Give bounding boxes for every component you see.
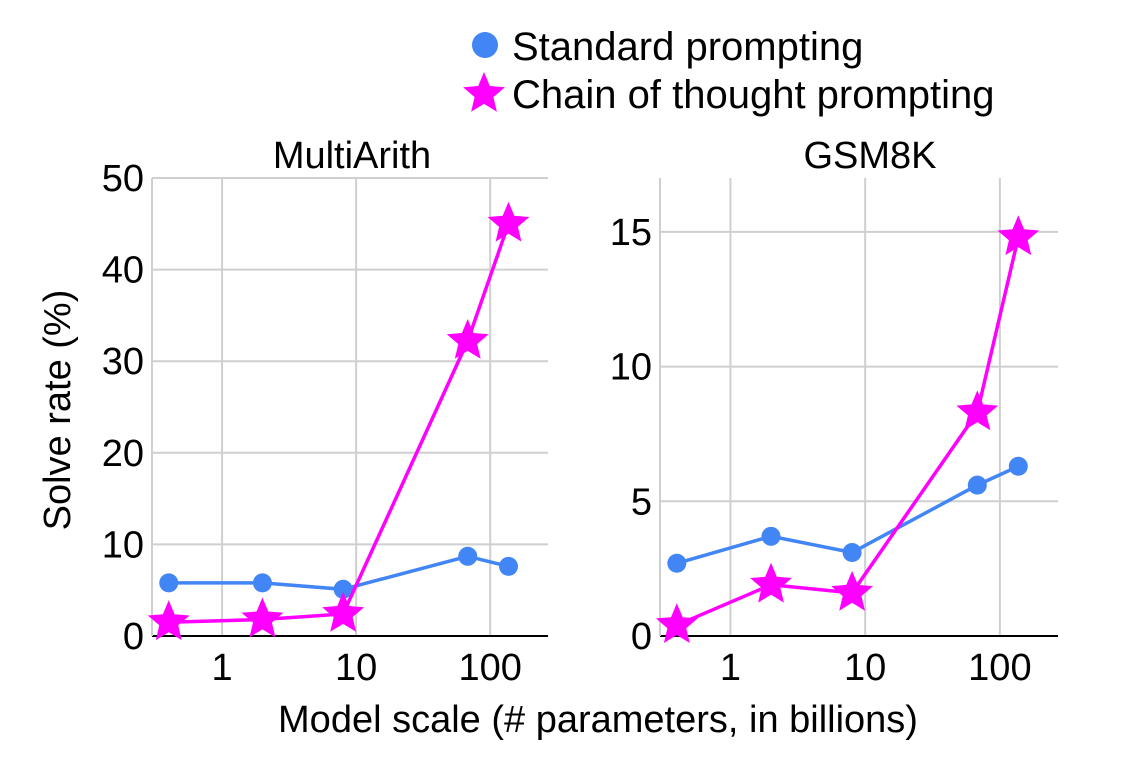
panel-multiarith: 1 10 100 0 10 20 30 40 50 MultiArith: [102, 135, 548, 689]
data-point-standard: [667, 553, 687, 573]
panel-title: GSM8K: [803, 135, 936, 177]
data-point-cot: [750, 562, 792, 603]
data-point-cot: [831, 570, 873, 611]
data-point-standard: [333, 579, 353, 599]
y-tick-label: 15: [610, 212, 652, 254]
data-point-cot: [322, 592, 365, 632]
legend-label-cot: Chain of thought prompting: [512, 73, 995, 117]
data-point-standard: [159, 573, 179, 593]
data-point-cot: [241, 597, 284, 638]
panel-gsm8k: 1 10 100 0 5 10 15 GSM8K: [610, 135, 1058, 689]
legend-label-standard: Standard prompting: [512, 25, 863, 69]
y-tick-label: 50: [102, 158, 144, 200]
y-tick-label: 10: [102, 524, 144, 566]
data-point-cot: [956, 390, 999, 431]
legend-marker-standard: [472, 32, 498, 58]
data-point-standard: [458, 546, 478, 566]
legend: Standard prompting Chain of thought prom…: [463, 25, 995, 117]
x-tick-label: 1: [212, 647, 233, 689]
data-point-cot: [655, 603, 698, 643]
y-tick-label: 0: [631, 616, 652, 658]
data-point-cot: [997, 215, 1040, 256]
data-point-standard: [842, 542, 862, 562]
y-tick-label: 0: [123, 616, 144, 658]
series-line-cot: [168, 223, 511, 625]
data-point-cot: [446, 319, 489, 359]
x-tick-label: 1: [720, 647, 741, 689]
x-tick-label: 100: [458, 647, 521, 689]
data-point-cot: [487, 201, 530, 242]
chart-panels: 1 10 100 0 10 20 30 40 50 MultiArith 1 10 100 0 5 10 15 G…: [102, 135, 1058, 689]
x-tick-label: 10: [844, 647, 886, 689]
y-tick-label: 40: [102, 250, 144, 292]
data-point-standard: [761, 526, 781, 546]
y-axis-label: Solve rate (%): [37, 290, 79, 531]
y-tick-label: 10: [610, 347, 652, 389]
data-point-cot: [147, 600, 190, 641]
data-point-standard: [1008, 456, 1028, 476]
y-tick-label: 20: [102, 433, 144, 475]
y-tick-label: 30: [102, 341, 144, 383]
data-point-standard: [967, 475, 987, 495]
data-point-standard: [499, 556, 519, 576]
panel-title: MultiArith: [273, 135, 431, 177]
legend-marker-cot: [463, 72, 505, 112]
x-tick-label: 100: [968, 647, 1031, 689]
data-point-standard: [252, 573, 272, 593]
y-tick-label: 5: [631, 481, 652, 523]
x-tick-label: 10: [335, 647, 377, 689]
series-line-cot: [676, 236, 1021, 627]
x-axis-label: Model scale (# parameters, in billions): [278, 699, 918, 741]
